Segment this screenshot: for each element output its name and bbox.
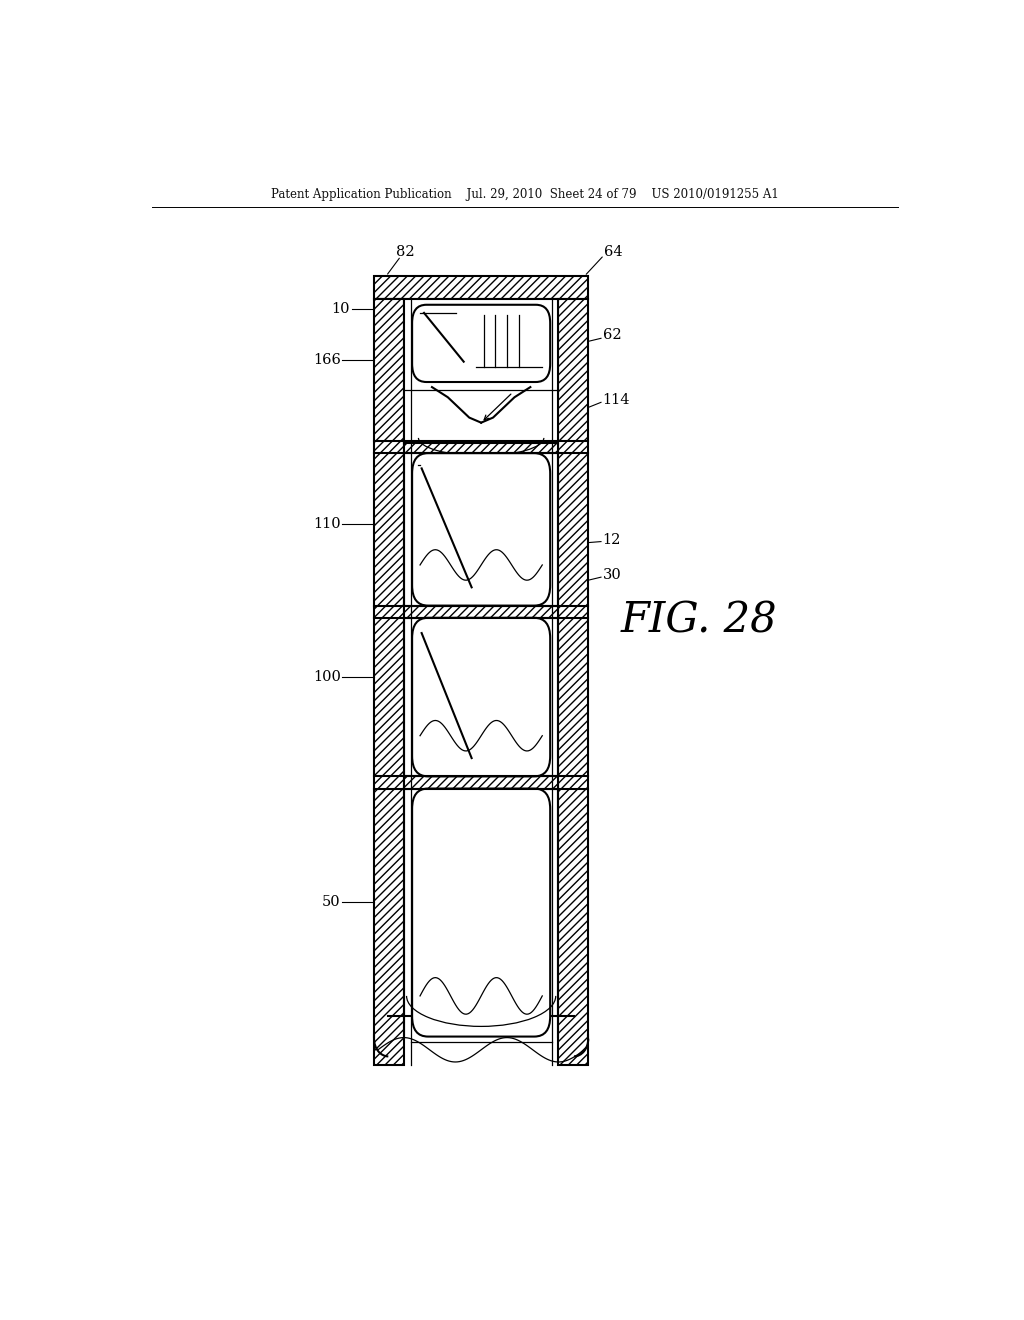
Bar (558, 298, 588, 1065)
Text: 110: 110 (313, 517, 341, 532)
FancyBboxPatch shape (412, 788, 550, 1036)
Bar (404, 441, 558, 453)
FancyBboxPatch shape (412, 305, 550, 381)
Text: 12: 12 (602, 532, 621, 546)
Text: 50: 50 (323, 895, 341, 909)
Bar (404, 298, 558, 444)
Text: 30: 30 (602, 568, 622, 582)
Bar (404, 776, 558, 788)
Text: 166: 166 (312, 352, 341, 367)
Text: 62: 62 (602, 329, 622, 342)
Text: 100: 100 (312, 669, 341, 684)
Text: FIG. 28: FIG. 28 (622, 599, 777, 642)
Bar (404, 441, 558, 453)
Text: 10: 10 (332, 302, 350, 315)
Text: 114: 114 (602, 393, 630, 408)
FancyBboxPatch shape (412, 618, 550, 776)
Bar (374, 276, 588, 298)
Bar (404, 606, 558, 618)
Bar (374, 276, 588, 298)
FancyBboxPatch shape (412, 453, 550, 606)
Text: 82: 82 (396, 246, 415, 259)
Text: Patent Application Publication    Jul. 29, 2010  Sheet 24 of 79    US 2010/01912: Patent Application Publication Jul. 29, … (271, 189, 778, 202)
Bar (404, 606, 558, 618)
Bar (374, 298, 404, 1065)
Bar (558, 298, 588, 1065)
Bar (374, 298, 404, 1065)
Bar (404, 776, 558, 788)
Text: 64: 64 (604, 246, 623, 259)
